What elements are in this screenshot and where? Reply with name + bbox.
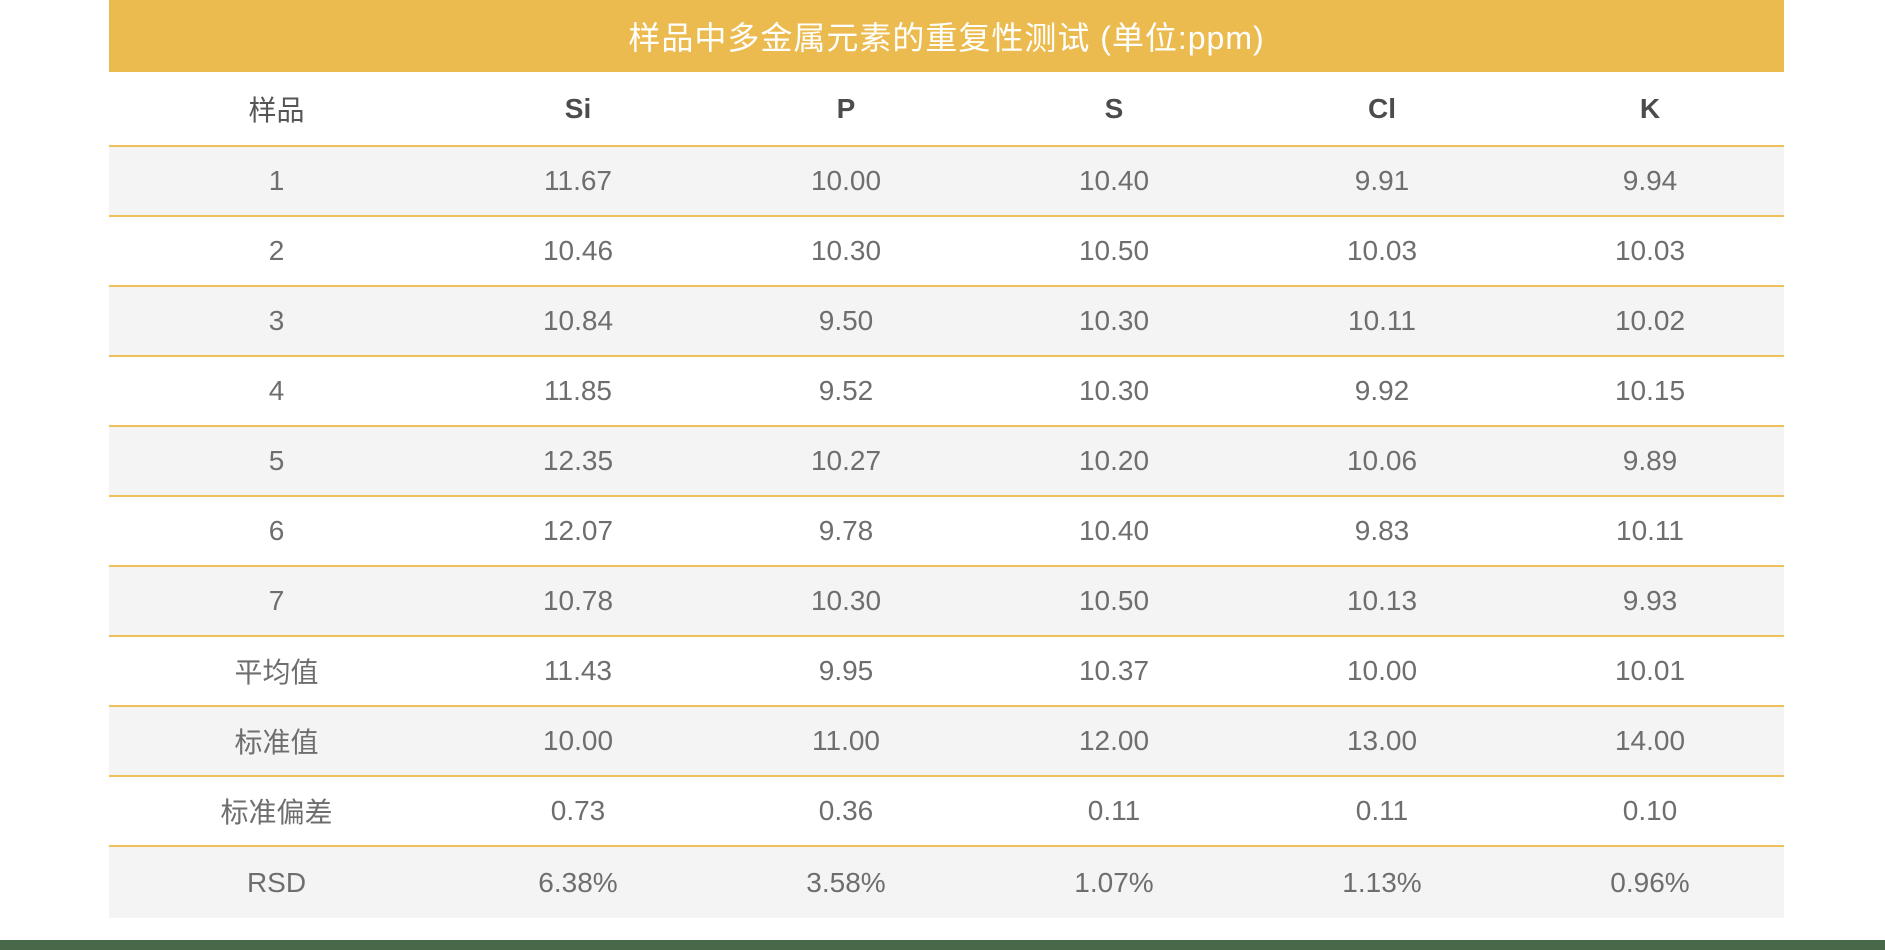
data-cell: 10.50: [980, 565, 1248, 636]
data-cell: 10.30: [980, 355, 1248, 426]
data-table: 样品 Si P S Cl K 1 11.67 10.00 10.40 9.91 9.94 2 10.46…: [109, 72, 1784, 918]
column-header-sample: 样品: [109, 72, 444, 146]
table-title: 样品中多金属元素的重复性测试 (单位:ppm): [109, 0, 1784, 72]
data-cell: 10.40: [980, 145, 1248, 216]
data-cell: 10.40: [980, 495, 1248, 566]
row-label: 7: [109, 565, 444, 636]
data-cell: 1.13%: [1248, 845, 1516, 918]
data-cell: 12.35: [444, 425, 712, 496]
data-cell: 9.95: [712, 635, 980, 706]
data-cell: 10.06: [1248, 425, 1516, 496]
data-cell: 9.89: [1516, 425, 1784, 496]
data-cell: 13.00: [1248, 705, 1516, 776]
data-cell: 11.43: [444, 635, 712, 706]
row-label: 6: [109, 495, 444, 566]
data-cell: 0.11: [1248, 775, 1516, 846]
data-cell: 10.20: [980, 425, 1248, 496]
table-row: 1 11.67 10.00 10.40 9.91 9.94: [109, 145, 1784, 216]
table-row: 5 12.35 10.27 10.20 10.06 9.89: [109, 425, 1784, 496]
data-cell: 10.37: [980, 635, 1248, 706]
data-cell: 9.83: [1248, 495, 1516, 566]
data-cell: 11.67: [444, 145, 712, 216]
data-cell: 9.92: [1248, 355, 1516, 426]
table-row: 2 10.46 10.30 10.50 10.03 10.03: [109, 215, 1784, 286]
data-cell: 10.84: [444, 285, 712, 356]
data-cell: 10.03: [1248, 215, 1516, 286]
row-label: 3: [109, 285, 444, 356]
row-label: 5: [109, 425, 444, 496]
data-cell: 12.07: [444, 495, 712, 566]
table-row: 标准偏差 0.73 0.36 0.11 0.11 0.10: [109, 775, 1784, 846]
column-header-P: P: [712, 72, 980, 146]
data-cell: 10.50: [980, 215, 1248, 286]
row-label: 平均值: [109, 635, 444, 706]
row-label: RSD: [109, 845, 444, 918]
table-row: RSD 6.38% 3.58% 1.07% 1.13% 0.96%: [109, 845, 1784, 918]
row-label: 标准值: [109, 705, 444, 776]
column-header-K: K: [1516, 72, 1784, 146]
data-cell: 9.93: [1516, 565, 1784, 636]
data-cell: 0.36: [712, 775, 980, 846]
data-cell: 9.91: [1248, 145, 1516, 216]
data-cell: 9.94: [1516, 145, 1784, 216]
data-cell: 11.85: [444, 355, 712, 426]
table-row: 3 10.84 9.50 10.30 10.11 10.02: [109, 285, 1784, 356]
row-label: 标准偏差: [109, 775, 444, 846]
table-row: 7 10.78 10.30 10.50 10.13 9.93: [109, 565, 1784, 636]
data-cell: 12.00: [980, 705, 1248, 776]
data-cell: 0.96%: [1516, 845, 1784, 918]
data-cell: 10.30: [980, 285, 1248, 356]
data-cell: 10.00: [444, 705, 712, 776]
data-cell: 10.78: [444, 565, 712, 636]
table-header-row: 样品 Si P S Cl K: [109, 72, 1784, 146]
table-row: 4 11.85 9.52 10.30 9.92 10.15: [109, 355, 1784, 426]
data-cell: 10.30: [712, 565, 980, 636]
data-cell: 0.73: [444, 775, 712, 846]
data-cell: 0.10: [1516, 775, 1784, 846]
data-cell: 9.52: [712, 355, 980, 426]
row-label: 2: [109, 215, 444, 286]
data-cell: 10.27: [712, 425, 980, 496]
data-cell: 10.11: [1248, 285, 1516, 356]
bottom-accent-bar: [0, 940, 1885, 950]
table-row: 6 12.07 9.78 10.40 9.83 10.11: [109, 495, 1784, 566]
column-header-S: S: [980, 72, 1248, 146]
data-cell: 1.07%: [980, 845, 1248, 918]
row-label: 1: [109, 145, 444, 216]
data-cell: 10.13: [1248, 565, 1516, 636]
data-cell: 10.03: [1516, 215, 1784, 286]
data-cell: 9.50: [712, 285, 980, 356]
data-cell: 9.78: [712, 495, 980, 566]
data-cell: 10.15: [1516, 355, 1784, 426]
column-header-Si: Si: [444, 72, 712, 146]
column-header-Cl: Cl: [1248, 72, 1516, 146]
data-cell: 3.58%: [712, 845, 980, 918]
data-cell: 10.02: [1516, 285, 1784, 356]
row-label: 4: [109, 355, 444, 426]
data-cell: 10.11: [1516, 495, 1784, 566]
data-cell: 14.00: [1516, 705, 1784, 776]
data-cell: 10.00: [712, 145, 980, 216]
data-cell: 0.11: [980, 775, 1248, 846]
data-cell: 10.46: [444, 215, 712, 286]
data-cell: 10.01: [1516, 635, 1784, 706]
table-row: 平均值 11.43 9.95 10.37 10.00 10.01: [109, 635, 1784, 706]
repeatability-table-card: 样品中多金属元素的重复性测试 (单位:ppm) 样品 Si P S Cl K 1 11.67…: [109, 0, 1784, 918]
data-cell: 6.38%: [444, 845, 712, 918]
data-cell: 11.00: [712, 705, 980, 776]
data-cell: 10.00: [1248, 635, 1516, 706]
table-row: 标准值 10.00 11.00 12.00 13.00 14.00: [109, 705, 1784, 776]
data-cell: 10.30: [712, 215, 980, 286]
